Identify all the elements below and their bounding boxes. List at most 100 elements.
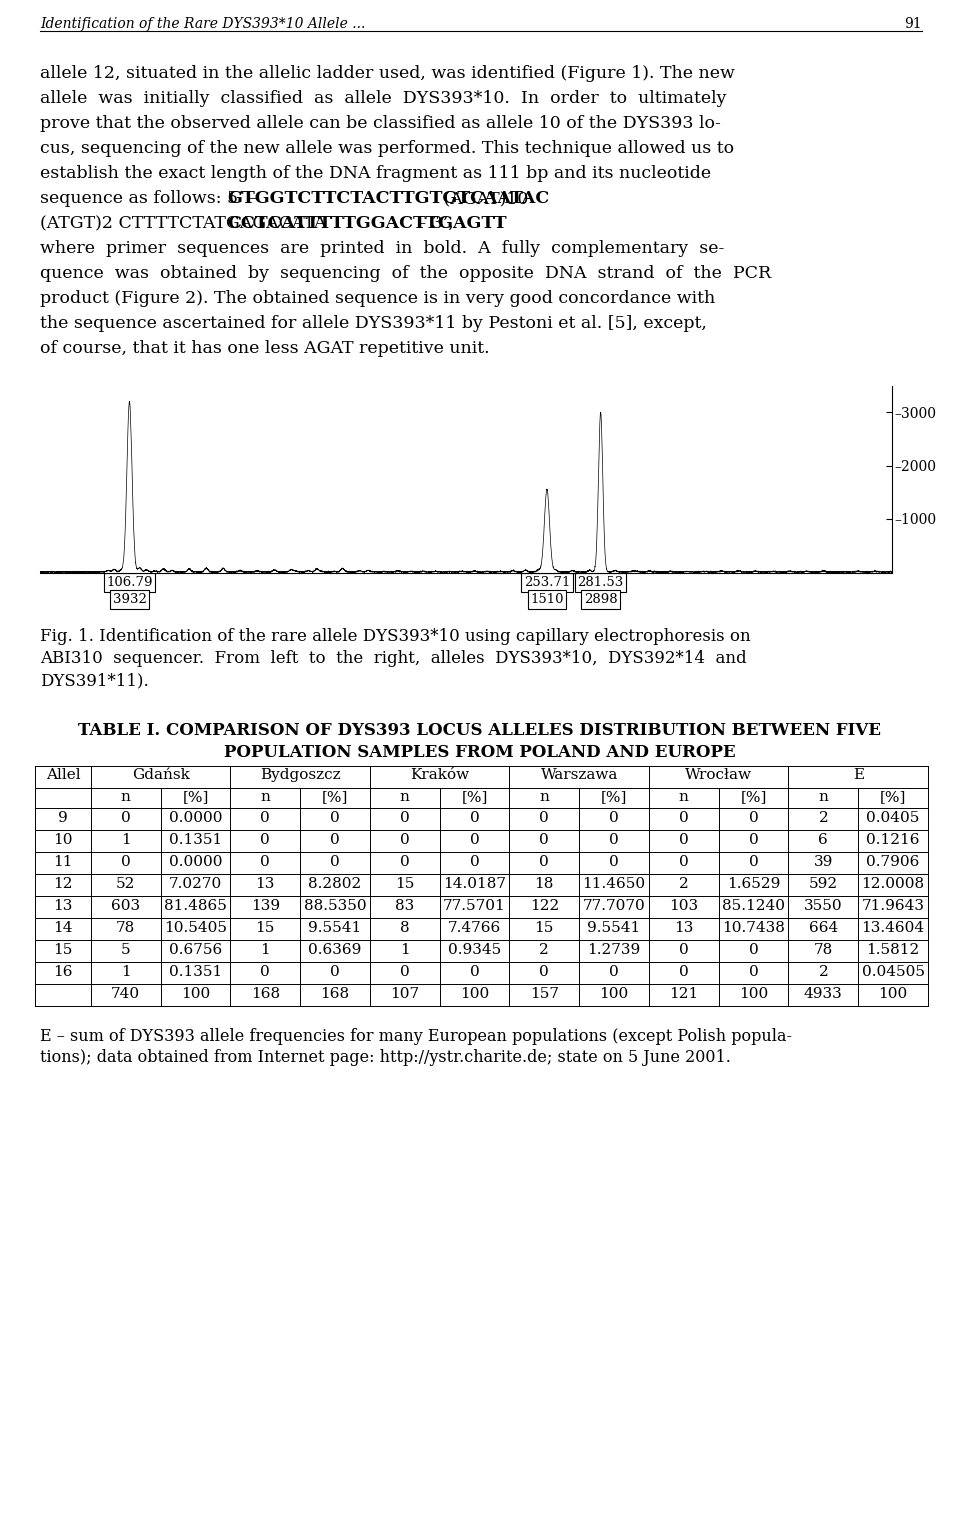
Text: 121: 121 [669, 986, 699, 1002]
Text: [%]: [%] [462, 790, 488, 804]
Text: 0: 0 [400, 854, 410, 869]
Text: 2: 2 [819, 812, 828, 825]
Text: 592: 592 [808, 877, 838, 891]
Text: n: n [679, 790, 688, 804]
Text: 0.7906: 0.7906 [867, 854, 920, 869]
Text: ABI310  sequencer.  From  left  to  the  right,  alleles  DYS393*10,  DYS392*14 : ABI310 sequencer. From left to the right… [40, 651, 747, 667]
Text: (AGAT)10: (AGAT)10 [439, 190, 529, 207]
Text: the sequence ascertained for allele DYS393*11 by Pestoni et al. [5], except,: the sequence ascertained for allele DYS3… [40, 315, 707, 331]
Text: 14: 14 [53, 921, 73, 935]
Text: 1: 1 [260, 942, 270, 958]
Text: 0.0000: 0.0000 [169, 812, 222, 825]
Text: 7.4766: 7.4766 [448, 921, 501, 935]
Text: 3932: 3932 [112, 593, 146, 606]
Text: 0: 0 [469, 854, 479, 869]
Text: 1510: 1510 [530, 593, 564, 606]
Text: n: n [121, 790, 131, 804]
Text: 603: 603 [111, 898, 140, 914]
Text: 0: 0 [679, 812, 688, 825]
Text: 5: 5 [121, 942, 131, 958]
Text: 10.5405: 10.5405 [164, 921, 227, 935]
Text: Bydgoszcz: Bydgoszcz [260, 768, 341, 781]
Text: 0: 0 [469, 833, 479, 847]
Text: allele  was  initially  classified  as  allele  DYS393*10.  In  order  to  ultim: allele was initially classified as allel… [40, 90, 727, 106]
Text: sequence as follows: 5’ –: sequence as follows: 5’ – [40, 190, 263, 207]
Text: 0.1216: 0.1216 [866, 833, 920, 847]
Text: POPULATION SAMPLES FROM POLAND AND EUROPE: POPULATION SAMPLES FROM POLAND AND EUROP… [225, 743, 735, 762]
Text: 0.0405: 0.0405 [867, 812, 920, 825]
Text: 0: 0 [679, 942, 688, 958]
Text: 0.9345: 0.9345 [448, 942, 501, 958]
Text: [%]: [%] [601, 790, 627, 804]
Text: 157: 157 [530, 986, 559, 1002]
Text: 0.0000: 0.0000 [169, 854, 222, 869]
Text: 0: 0 [610, 812, 619, 825]
Text: where  primer  sequences  are  printed  in  bold.  A  fully  complementary  se-: where primer sequences are printed in bo… [40, 240, 725, 257]
Text: 0: 0 [330, 812, 340, 825]
Text: 71.9643: 71.9643 [862, 898, 924, 914]
Text: 0: 0 [679, 854, 688, 869]
Text: 0: 0 [260, 854, 270, 869]
Text: n: n [540, 790, 549, 804]
Text: 10.7438: 10.7438 [722, 921, 785, 935]
Text: 100: 100 [599, 986, 629, 1002]
Text: 0: 0 [469, 965, 479, 979]
Text: 0: 0 [540, 833, 549, 847]
Text: 100: 100 [878, 986, 908, 1002]
Text: 168: 168 [251, 986, 279, 1002]
Text: Gdańsk: Gdańsk [132, 768, 189, 781]
Text: 77.7070: 77.7070 [583, 898, 645, 914]
Text: 2: 2 [540, 942, 549, 958]
Text: 122: 122 [530, 898, 559, 914]
Text: 664: 664 [808, 921, 838, 935]
Text: 0: 0 [400, 833, 410, 847]
Text: establish the exact length of the DNA fragment as 111 bp and its nucleotide: establish the exact length of the DNA fr… [40, 166, 711, 182]
Text: 1.5812: 1.5812 [867, 942, 920, 958]
Text: 0: 0 [749, 942, 758, 958]
Text: E – sum of DYS393 allele frequencies for many European populations (except Polis: E – sum of DYS393 allele frequencies for… [40, 1028, 792, 1046]
Text: Allel: Allel [45, 768, 81, 781]
Text: 13.4604: 13.4604 [861, 921, 924, 935]
Text: – 3’,: – 3’, [412, 214, 454, 233]
Text: [%]: [%] [182, 790, 208, 804]
Text: cus, sequencing of the new allele was performed. This technique allowed us to: cus, sequencing of the new allele was pe… [40, 140, 734, 157]
Text: 0: 0 [540, 854, 549, 869]
Text: n: n [260, 790, 270, 804]
Text: [%]: [%] [322, 790, 348, 804]
Text: 0: 0 [749, 854, 758, 869]
Text: 4933: 4933 [804, 986, 843, 1002]
Text: tions); data obtained from Internet page: http://ystr.charite.de; state on 5 Jun: tions); data obtained from Internet page… [40, 1049, 731, 1066]
Text: 0: 0 [260, 812, 270, 825]
Text: 9.5541: 9.5541 [588, 921, 640, 935]
Text: 0: 0 [400, 965, 410, 979]
Text: 0: 0 [330, 965, 340, 979]
Text: 78: 78 [116, 921, 135, 935]
Text: 100: 100 [739, 986, 768, 1002]
Text: 8.2802: 8.2802 [308, 877, 362, 891]
Text: 15: 15 [255, 921, 275, 935]
Text: 0: 0 [610, 854, 619, 869]
Text: 139: 139 [251, 898, 279, 914]
Text: 1: 1 [121, 833, 131, 847]
Text: 39: 39 [814, 854, 833, 869]
Text: 100: 100 [180, 986, 210, 1002]
Text: 1: 1 [121, 965, 131, 979]
Text: 15: 15 [535, 921, 554, 935]
Text: 15: 15 [53, 942, 73, 958]
Text: 13: 13 [255, 877, 275, 891]
Text: quence  was  obtained  by  sequencing  of  the  opposite  DNA  strand  of  the  : quence was obtained by sequencing of the… [40, 264, 771, 283]
Text: [%]: [%] [740, 790, 767, 804]
Text: GTGGTCTTCTACTTGTGTCAATAC: GTGGTCTTCTACTTGTGTCAATAC [228, 190, 549, 207]
Text: 10: 10 [53, 833, 73, 847]
Text: Warszawa: Warszawa [540, 768, 618, 781]
Text: 13: 13 [674, 921, 693, 935]
Text: DYS391*11).: DYS391*11). [40, 672, 149, 689]
Text: 0: 0 [610, 833, 619, 847]
Text: 0: 0 [540, 812, 549, 825]
Text: of course, that it has one less AGAT repetitive unit.: of course, that it has one less AGAT rep… [40, 340, 490, 357]
Text: [%]: [%] [880, 790, 906, 804]
Text: 0.6369: 0.6369 [308, 942, 362, 958]
Text: CCTCATTTTTGGACTTGAGTT: CCTCATTTTTGGACTTGAGTT [228, 214, 507, 233]
Text: 0.1351: 0.1351 [169, 965, 222, 979]
Text: 12.0008: 12.0008 [861, 877, 924, 891]
